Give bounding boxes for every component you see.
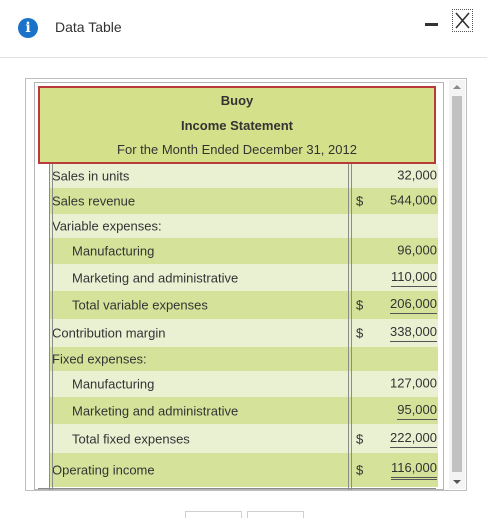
dollar-sign: $ (356, 431, 364, 446)
statement-period: For the Month Ended December 31, 2012 (117, 142, 357, 157)
row-amount: 95,000 (397, 402, 437, 420)
row-amount: 116,000 (390, 460, 437, 480)
dollar-sign: $ (356, 462, 364, 478)
row-label: Variable expenses: (52, 218, 162, 234)
dollar-sign: $ (356, 193, 364, 209)
scroll-up-arrow-icon[interactable] (453, 85, 461, 89)
row-amount: 32,000 (397, 167, 437, 183)
table-row: Manufacturing 96,000 (50, 238, 438, 264)
table-row: Sales in units 32,000 (50, 164, 438, 188)
row-label: Total fixed expenses (72, 431, 190, 446)
table-row: Total variable expenses $ 206,000 (50, 291, 438, 319)
column-divider (348, 164, 349, 490)
row-amount: 110,000 (390, 269, 437, 287)
column-divider (52, 164, 53, 490)
row-label: Total variable expenses (72, 297, 208, 313)
row-label: Marketing and administrative (72, 403, 239, 418)
row-label: Manufacturing (72, 376, 155, 392)
row-label: Sales in units (52, 168, 130, 184)
row-amount: 206,000 (390, 296, 437, 314)
close-icon (455, 12, 470, 29)
title-bar: i Data Table (0, 0, 487, 58)
table-row: Marketing and administrative 110,000 (50, 264, 438, 291)
column-divider (351, 164, 352, 490)
table-row: Manufacturing 127,000 (50, 371, 438, 397)
scroll-down-arrow-icon[interactable] (453, 480, 461, 484)
statement-rows: Sales in units 32,000 Sales revenue $ 54… (50, 164, 438, 487)
company-name: Buoy (220, 93, 254, 108)
row-amount: 222,000 (390, 430, 437, 448)
vertical-scrollbar[interactable] (449, 80, 465, 489)
table-row: Contribution margin $ 338,000 (50, 319, 438, 347)
row-amount: 338,000 (390, 324, 437, 342)
info-icon: i (18, 18, 38, 38)
table-bottom-border (38, 488, 436, 489)
statement-header: Buoy Income Statement For the Month Ende… (38, 86, 436, 164)
dollar-sign: $ (356, 297, 364, 313)
table-row: Fixed expenses: (50, 347, 438, 371)
table-row: Total fixed expenses $ 222,000 (50, 424, 438, 453)
row-amount: 127,000 (390, 375, 437, 391)
row-label: Fixed expenses: (52, 351, 147, 367)
window-title: Data Table (55, 19, 122, 35)
row-amount: 544,000 (390, 192, 437, 208)
table-row: Variable expenses: (50, 214, 438, 238)
row-amount: 96,000 (397, 242, 437, 258)
table-row: Marketing and administrative 95,000 (50, 397, 438, 424)
table-row: Sales revenue $ 544,000 (50, 188, 438, 214)
row-label: Manufacturing (72, 243, 155, 259)
row-label: Marketing and administrative (72, 270, 239, 285)
statement-title: Income Statement (181, 118, 293, 133)
scroll-thumb[interactable] (452, 96, 462, 472)
minimize-button[interactable] (422, 14, 442, 34)
row-label: Sales revenue (52, 193, 136, 209)
table-row: Operating income $ 116,000 (50, 453, 438, 487)
row-label: Operating income (52, 462, 155, 478)
column-divider (49, 164, 50, 490)
close-button[interactable] (452, 9, 473, 32)
dollar-sign: $ (356, 325, 364, 341)
row-label: Contribution margin (52, 325, 166, 341)
